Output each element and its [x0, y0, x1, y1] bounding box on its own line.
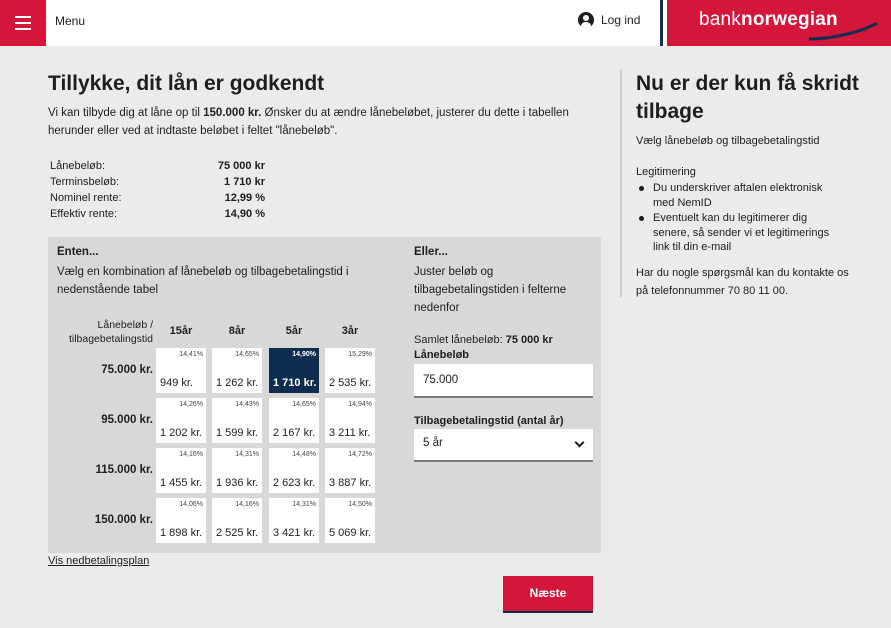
contact-text: Har du nogle spørgsmål kan du kontakte o… [636, 267, 849, 297]
column-header: 8år [228, 325, 246, 337]
intro-amount: 150.000 kr. [203, 107, 262, 119]
loan-cell[interactable]: 14,06% 1 898 kr. [156, 498, 206, 543]
brand-bold: norwegian [741, 9, 838, 30]
loan-cell[interactable]: 14,41% 949 kr. [156, 348, 206, 393]
repayment-time-label: Tilbagebetalingstid (antal år) [414, 415, 564, 427]
loan-cell[interactable]: 14,31% 1 936 kr. [212, 448, 262, 493]
top-header: Menu Log ind banknorwegian [0, 0, 891, 46]
loan-cell[interactable]: 14,65% 2 167 kr. [269, 398, 319, 443]
loan-cell[interactable]: 14,72% 3 887 kr. [325, 448, 375, 493]
list-item: Eventuelt kan du legitimerer dig senere,… [636, 211, 846, 255]
loan-cell-selected[interactable]: 14,90% 1 710 kr. [269, 348, 319, 393]
loan-cell[interactable]: 14,26% 1 202 kr. [156, 398, 206, 443]
next-button[interactable]: Næste [503, 576, 593, 613]
repayment-plan-link[interactable]: Vis nedbetalingsplan [48, 555, 150, 567]
intro-text: Vi kan tilbyde dig at låne op til 150.00… [48, 107, 569, 137]
brand-light: bank [699, 9, 742, 30]
loan-amount-label: Lånebeløb [414, 349, 470, 361]
sidebar-title: Nu er der kun få skridt tilbage [636, 72, 859, 123]
legitimation-heading: Legitimering [636, 166, 696, 178]
loan-cell[interactable]: 14,94% 3 211 kr. [325, 398, 375, 443]
loan-cell[interactable]: 14,31% 3 421 kr. [269, 498, 319, 543]
menu-button[interactable] [0, 0, 46, 46]
summary-row: Terminsbeløb: 1 710 kr [50, 176, 265, 188]
legitimation-list: Du underskriver aftalen elektronisk med … [636, 181, 846, 256]
login-link[interactable]: Log ind [578, 12, 640, 28]
summary-row: Nominel rente: 12,99 % [50, 192, 265, 204]
loan-summary: Lånebeløb: 75 000 kr Terminsbeløb: 1 710 k… [50, 158, 265, 222]
eller-heading: Eller... [414, 246, 448, 258]
summary-row: Lånebeløb: 75 000 kr [50, 160, 265, 172]
login-label: Log ind [601, 13, 641, 27]
summary-row: Effektiv rente: 14,90 % [50, 208, 265, 220]
user-icon [578, 12, 594, 28]
row-header: 75.000 kr. [101, 364, 153, 376]
brand-logo[interactable]: banknorwegian [667, 0, 891, 46]
row-header: 95.000 kr. [101, 414, 153, 426]
loan-cell[interactable]: 14,43% 1 599 kr. [212, 398, 262, 443]
enten-text: Vælg en kombination af lånebeløb og tilb… [57, 266, 349, 296]
eller-text: Juster beløb og tilbagebetalingstiden i … [414, 266, 567, 314]
sidebar-subtitle: Vælg lånebeløb og tilbagebetalingstid [636, 135, 820, 147]
repayment-time-value: 5 år [423, 437, 443, 449]
hamburger-icon [15, 16, 31, 18]
loan-cell[interactable]: 14,65% 1 262 kr. [212, 348, 262, 393]
loan-amount-input[interactable] [414, 364, 593, 398]
repayment-time-select[interactable]: 5 år [414, 429, 593, 462]
header-divider [660, 0, 663, 46]
row-header: 150.000 kr. [94, 514, 153, 526]
column-header: 3år [341, 325, 359, 337]
menu-label[interactable]: Menu [55, 14, 86, 28]
loan-cell[interactable]: 14,16% 1 455 kr. [156, 448, 206, 493]
list-item: Du underskriver aftalen elektronisk med … [636, 181, 846, 210]
swoosh-icon [808, 22, 878, 41]
row-header: 115.000 kr. [95, 464, 153, 476]
column-header: 15år [169, 325, 193, 337]
table-corner-label: Lånebeløb / tilbagebetalingstid [68, 319, 153, 345]
sidebar-divider [620, 69, 622, 297]
loan-cell[interactable]: 14,48% 2 623 kr. [269, 448, 319, 493]
loan-cell[interactable]: 14,16% 2 525 kr. [212, 498, 262, 543]
chevron-down-icon [574, 437, 585, 448]
column-header: 5år [285, 325, 303, 337]
enten-heading: Enten... [57, 246, 99, 258]
total-loan-amount: Samlet lånebeløb: 75 000 kr [414, 334, 553, 346]
page-title: Tillykke, dit lån er godkendt [48, 72, 325, 95]
loan-cell[interactable]: 15,29% 2 535 kr. [325, 348, 375, 393]
loan-cell[interactable]: 14,50% 5 069 kr. [325, 498, 375, 543]
